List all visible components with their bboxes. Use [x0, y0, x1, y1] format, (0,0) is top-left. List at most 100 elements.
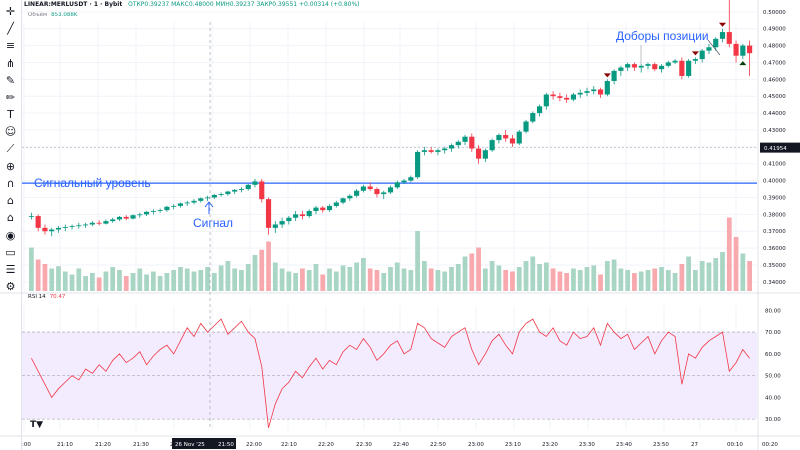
time-tick-label: 23:00 — [468, 442, 484, 448]
rsi-label[interactable]: RSI 14 — [28, 294, 46, 300]
volume-bar — [435, 270, 441, 291]
time-tick-label: 22:30 — [356, 442, 372, 448]
candle-body — [96, 222, 102, 224]
time-tick-label: :00 — [22, 442, 31, 448]
crosshair-icon[interactable]: ✛ — [5, 5, 16, 18]
ruler-icon[interactable]: ⟋ — [6, 142, 15, 156]
volume-bar — [645, 270, 651, 291]
tradingview-logo-glyph: T▼ — [30, 420, 44, 430]
lock-draw-icon[interactable]: ⌂ — [7, 194, 14, 208]
candle-body — [238, 189, 245, 190]
candle-body — [62, 227, 68, 228]
volume-bar — [130, 273, 136, 291]
eye-icon[interactable]: ◉ — [5, 228, 16, 242]
trend-line-icon[interactable]: ╱ — [7, 22, 14, 36]
candle-body — [686, 60, 692, 76]
volume-label[interactable]: Объём — [28, 12, 48, 18]
candle-body — [706, 47, 712, 51]
volume-bar — [266, 241, 271, 291]
brush-icon[interactable]: ✎ — [5, 73, 16, 87]
crosshair-time-label: 26 Nov '25 — [175, 442, 205, 448]
drawing-toolbar: ✛ ╱ ≡ ⋔ ✎ ✏ T ☺ ⟋ ⊕ ∩ ⌂ ⌂ ◉ ▭ ☰ ⚙ — [0, 0, 22, 450]
symbol-title[interactable]: LINEAR:MERLUSDT · 1 · Bybit — [24, 1, 123, 8]
chart-legend: LINEAR:MERLUSDT · 1 · Bybit ОТКР0.39237 … — [24, 1, 360, 8]
volume-bar — [638, 271, 644, 291]
price-tick-label: 0.35000 — [763, 263, 786, 269]
candle-body — [89, 222, 95, 225]
settings-icon[interactable]: ⚙ — [5, 280, 16, 294]
zoom-in-icon[interactable]: ⊕ — [5, 159, 16, 173]
candle-body — [462, 136, 468, 142]
volume-bar — [361, 258, 366, 291]
pitchfork-icon[interactable]: ⋔ — [5, 56, 16, 70]
magnet-icon[interactable]: ∩ — [6, 177, 15, 190]
candle-body — [374, 189, 380, 195]
candle-body — [672, 60, 678, 63]
volume-bar — [537, 264, 542, 291]
volume-bar — [415, 231, 420, 291]
candle-body — [211, 194, 217, 198]
volume-bar — [279, 268, 285, 291]
price-tick-label: 0.47000 — [763, 60, 786, 66]
volume-bar — [144, 274, 149, 291]
volume-bar — [530, 256, 536, 291]
candle-body — [204, 197, 211, 199]
time-tick-label: 22:40 — [393, 442, 409, 448]
time-tick-label: 23:10 — [505, 442, 521, 448]
pencil-icon[interactable]: ✏ — [5, 91, 16, 104]
lock-icon[interactable]: ⌂ — [7, 211, 14, 225]
candle-body — [408, 177, 414, 181]
candle-body — [164, 206, 170, 211]
emoji-icon[interactable]: ☺ — [4, 125, 17, 139]
candle-body — [83, 224, 89, 226]
volume-bar — [706, 262, 712, 291]
candle-body — [726, 32, 732, 44]
candle-body — [455, 141, 461, 146]
candle-body — [49, 229, 55, 232]
candle-body — [354, 190, 360, 196]
volume-bar — [591, 265, 597, 291]
candle-body — [536, 106, 543, 114]
add-position-marker-icon — [603, 73, 611, 78]
candle-body — [631, 64, 637, 68]
volume-bar — [239, 270, 244, 291]
candle-body — [733, 43, 739, 56]
price-tick-label: 0.37000 — [763, 229, 786, 235]
volume-bar — [693, 270, 698, 291]
volume-bar — [218, 265, 224, 291]
volume-bar — [354, 262, 359, 291]
fib-icon[interactable]: ≡ — [5, 39, 16, 53]
candle-body — [482, 150, 488, 159]
trash-icon[interactable]: ▭ — [5, 245, 16, 259]
candle-body — [286, 217, 292, 222]
text-icon[interactable]: T — [7, 108, 14, 122]
volume-bar — [62, 271, 68, 291]
volume-bar — [306, 270, 312, 291]
volume-bar — [232, 268, 238, 291]
price-tick-label: 0.38000 — [763, 212, 786, 218]
current-price-box — [760, 142, 800, 153]
volume-bar — [652, 268, 658, 291]
volume-bar — [523, 261, 529, 291]
candle-body — [150, 210, 156, 212]
candle-body — [245, 184, 251, 190]
volume-bar — [29, 247, 34, 291]
volume-bar — [625, 270, 631, 291]
candle-body — [692, 59, 698, 61]
volume-bar — [96, 277, 102, 291]
volume-legend: Объём 853.088K — [28, 12, 78, 18]
time-tick-label: 23:20 — [542, 442, 558, 448]
candle-body — [28, 216, 34, 217]
candle-body — [611, 70, 617, 82]
volume-bar — [699, 261, 705, 291]
volume-bar — [49, 268, 55, 291]
volume-bar — [35, 259, 41, 291]
volume-bar — [293, 273, 299, 291]
volume-bar — [164, 273, 170, 291]
object-tree-icon[interactable]: ☰ — [5, 263, 16, 276]
candle-body — [740, 45, 746, 56]
volume-bar — [543, 262, 549, 291]
volume-bar — [733, 237, 739, 291]
candle-body — [326, 205, 333, 211]
